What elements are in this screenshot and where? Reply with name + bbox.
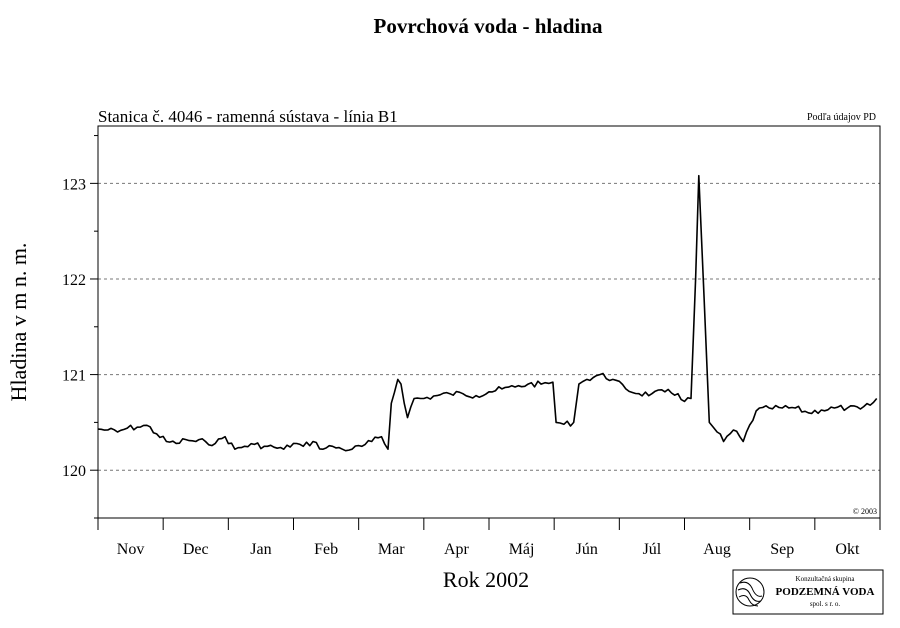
- x-tick-label: Sep: [770, 541, 794, 558]
- x-tick-label: Máj: [509, 541, 535, 558]
- copyright-note: © 2003: [853, 507, 877, 516]
- x-tick-label: Apr: [444, 541, 470, 558]
- y-tick-label: 121: [62, 368, 86, 385]
- y-tick-label: 120: [62, 463, 86, 480]
- source-note: Podľa údajov PD: [807, 112, 876, 123]
- plot-area: [97, 125, 881, 519]
- y-axis-label: Hladina v m n. m.: [6, 243, 31, 402]
- chart-title: Povrchová voda - hladina: [374, 14, 603, 38]
- y-axis: 120 121 122 123: [62, 135, 98, 519]
- x-tick-label: Mar: [378, 541, 405, 558]
- x-tick-label: Jún: [576, 541, 598, 558]
- gridlines: [98, 182, 880, 471]
- chart-subtitle: Stanica č. 4046 - ramenná sústava - líni…: [98, 107, 398, 126]
- x-tick-label: Aug: [703, 541, 731, 558]
- x-tick-label: Jan: [250, 541, 271, 558]
- x-tick-label: Nov: [117, 541, 145, 558]
- x-tick-label: Dec: [183, 541, 209, 558]
- x-tick-label: Okt: [835, 541, 860, 558]
- x-axis-label: Rok 2002: [443, 567, 529, 592]
- logo-line-2: PODZEMNÁ VODA: [776, 586, 875, 598]
- x-tick-label: Feb: [314, 541, 338, 558]
- y-tick-label: 123: [62, 176, 86, 193]
- x-tick-label: Júl: [643, 541, 662, 558]
- company-logo: Konzultačná skupina PODZEMNÁ VODA spol. …: [732, 569, 884, 615]
- logo-emblem-icon: [735, 577, 765, 607]
- logo-line-1: Konzultačná skupina: [796, 575, 856, 583]
- logo-line-3: spol. s r. o.: [810, 600, 841, 608]
- y-tick-label: 122: [62, 272, 86, 289]
- series-line: [97, 174, 878, 452]
- x-axis: Nov Dec Jan Feb Mar Apr Máj Jún Júl Aug Sep Okt: [97, 518, 881, 558]
